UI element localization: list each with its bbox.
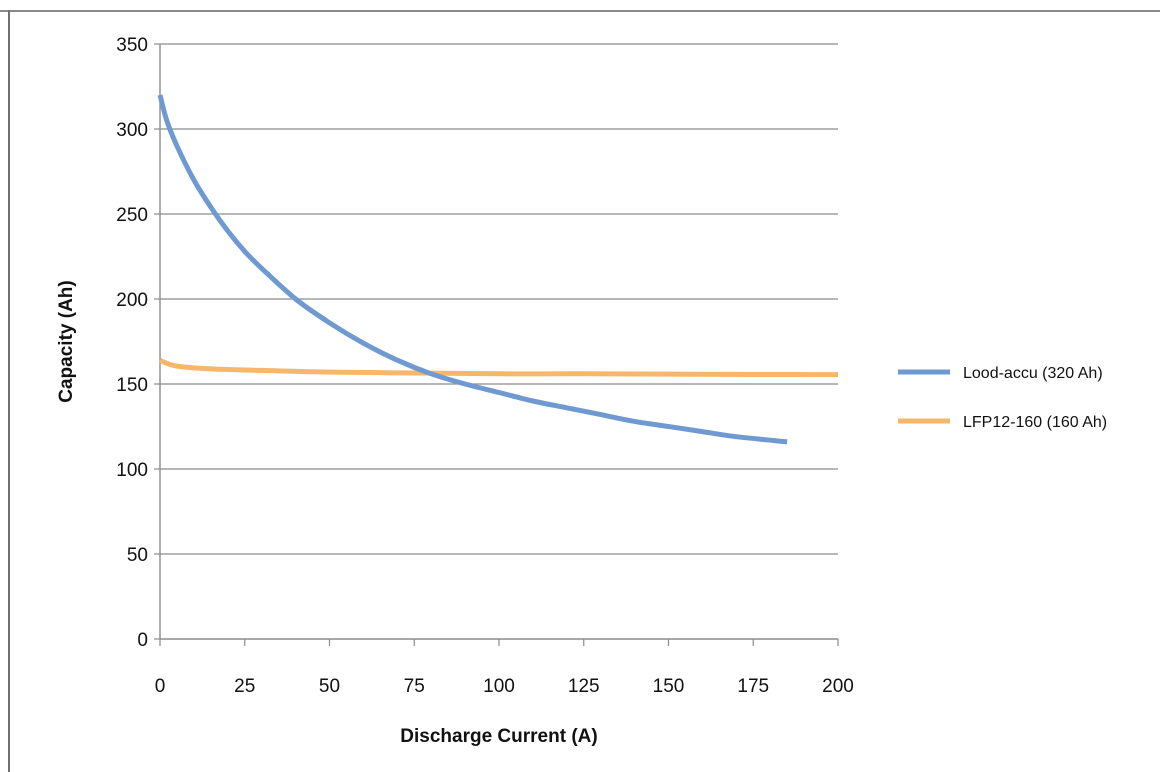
grid-lines (160, 43, 838, 555)
x-tick-label-25: 25 (234, 676, 255, 697)
series-line-lfp12-160 (158, 357, 839, 378)
x-tick-label-175: 175 (737, 676, 769, 697)
y-tick-label-100: 100 (116, 460, 148, 481)
y-tick-label-350: 350 (116, 35, 148, 56)
y-tick-label-300: 300 (116, 120, 148, 141)
x-tick-label-100: 100 (483, 676, 515, 697)
x-axis-title: Discharge Current (A) (400, 726, 597, 747)
y-tick-label-150: 150 (116, 375, 148, 396)
y-tick-label-0: 0 (137, 630, 148, 651)
x-tick-label-50: 50 (319, 676, 340, 697)
series-lines (157, 94, 839, 445)
y-tick-label-200: 200 (116, 290, 148, 311)
legend: Lood-accu (320 Ah) LFP12-160 (160 Ah) (898, 365, 1107, 431)
x-tick-labels: 0 25 50 75 100 125 150 175 200 (155, 676, 854, 697)
x-tick-label-125: 125 (568, 676, 600, 697)
legend-item-lfp12-160: LFP12-160 (160 Ah) (898, 414, 1107, 431)
x-tick-label-200: 200 (822, 676, 854, 697)
x-tick-label-75: 75 (404, 676, 425, 697)
y-tick-label-250: 250 (116, 205, 148, 226)
y-tick-label-50: 50 (127, 545, 148, 566)
x-tick-label-150: 150 (653, 676, 685, 697)
series-line-lood-accu (157, 94, 788, 445)
legend-label-lfp12-160: LFP12-160 (160 Ah) (963, 414, 1107, 431)
y-tick-labels: 0 50 100 150 200 250 300 350 (116, 35, 148, 651)
legend-label-lood-accu: Lood-accu (320 Ah) (963, 365, 1103, 382)
y-axis-title: Capacity (Ah) (56, 280, 77, 402)
x-tick-label-0: 0 (155, 676, 166, 697)
axes (154, 43, 839, 646)
legend-item-lood-accu: Lood-accu (320 Ah) (898, 365, 1103, 382)
frame-border-left (8, 10, 10, 772)
frame-border-top (0, 10, 1160, 12)
